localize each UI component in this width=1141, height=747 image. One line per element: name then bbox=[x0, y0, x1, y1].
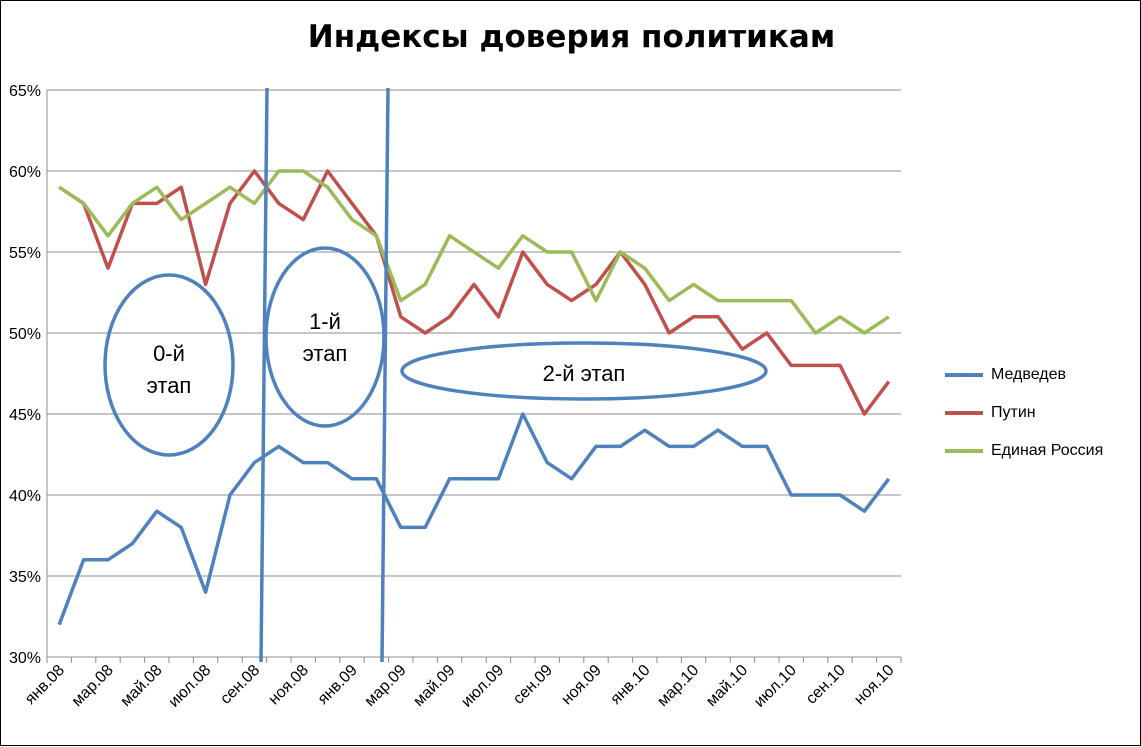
legend: Медведев Путин Единая Россия bbox=[945, 356, 1103, 470]
stage-0-ellipse bbox=[103, 273, 235, 457]
x-tick-label: мар.08 bbox=[69, 662, 117, 710]
stage-2-ellipse bbox=[400, 341, 768, 401]
x-tick-label: июл.09 bbox=[458, 662, 507, 711]
legend-swatch-united-russia bbox=[945, 449, 983, 453]
legend-item-putin: Путин bbox=[945, 394, 1103, 432]
x-tick-label: янв.09 bbox=[315, 662, 361, 708]
x-tick-label: ноя.10 bbox=[851, 662, 897, 708]
stage-1-label: 1-й bbox=[309, 309, 341, 334]
legend-swatch-putin bbox=[945, 411, 983, 415]
y-tick-label: 65% bbox=[9, 83, 41, 100]
x-tick-label: сен.09 bbox=[510, 662, 556, 708]
x-tick-label: май.09 bbox=[410, 662, 458, 710]
y-tick-label: 45% bbox=[9, 407, 41, 424]
legend-label-putin: Путин bbox=[991, 404, 1036, 421]
stage-divider-2 bbox=[380, 87, 390, 663]
x-tick-label: май.10 bbox=[703, 662, 751, 710]
y-tick-label: 50% bbox=[9, 326, 41, 343]
legend-label-medvedev: Медведев bbox=[991, 366, 1066, 383]
x-tick-label: мар.09 bbox=[362, 662, 410, 710]
series-line-2 bbox=[58, 169, 890, 335]
stage-2-label: 2-й этап bbox=[543, 361, 626, 386]
x-tick-label: янв.10 bbox=[607, 662, 653, 708]
stage-divider-1 bbox=[259, 87, 269, 663]
chart-title: Индексы доверия политикам bbox=[307, 19, 836, 55]
x-tick-label: сен.08 bbox=[217, 662, 263, 708]
y-tick-label: 55% bbox=[9, 245, 41, 262]
stage-0-label: 0-й bbox=[153, 341, 185, 366]
x-tick-label: сен.10 bbox=[803, 662, 849, 708]
x-tick-label: мар.10 bbox=[654, 662, 702, 710]
y-tick-label: 35% bbox=[9, 569, 41, 586]
legend-item-medvedev: Медведев bbox=[945, 356, 1103, 394]
legend-label-united-russia: Единая Россия bbox=[991, 442, 1104, 459]
y-tick-label: 60% bbox=[9, 164, 41, 181]
stage-0-label: этап bbox=[147, 373, 192, 398]
stage-1-ellipse bbox=[264, 246, 386, 428]
x-tick-label: июл.08 bbox=[166, 662, 215, 711]
y-tick-label: 40% bbox=[9, 488, 41, 505]
y-tick-label: 30% bbox=[9, 650, 41, 667]
legend-swatch-medvedev bbox=[945, 373, 983, 377]
series-line-1 bbox=[58, 169, 891, 416]
x-tick-label: май.08 bbox=[117, 662, 165, 710]
series-line-0 bbox=[57, 412, 891, 626]
x-tick-label: янв.08 bbox=[22, 662, 68, 708]
x-tick-label: ноя.09 bbox=[558, 662, 604, 708]
x-tick-label: ноя.08 bbox=[266, 662, 312, 708]
legend-item-united-russia: Единая Россия bbox=[945, 432, 1103, 470]
x-tick-label: июл.10 bbox=[751, 662, 800, 711]
stage-1-label: этап bbox=[303, 341, 348, 366]
